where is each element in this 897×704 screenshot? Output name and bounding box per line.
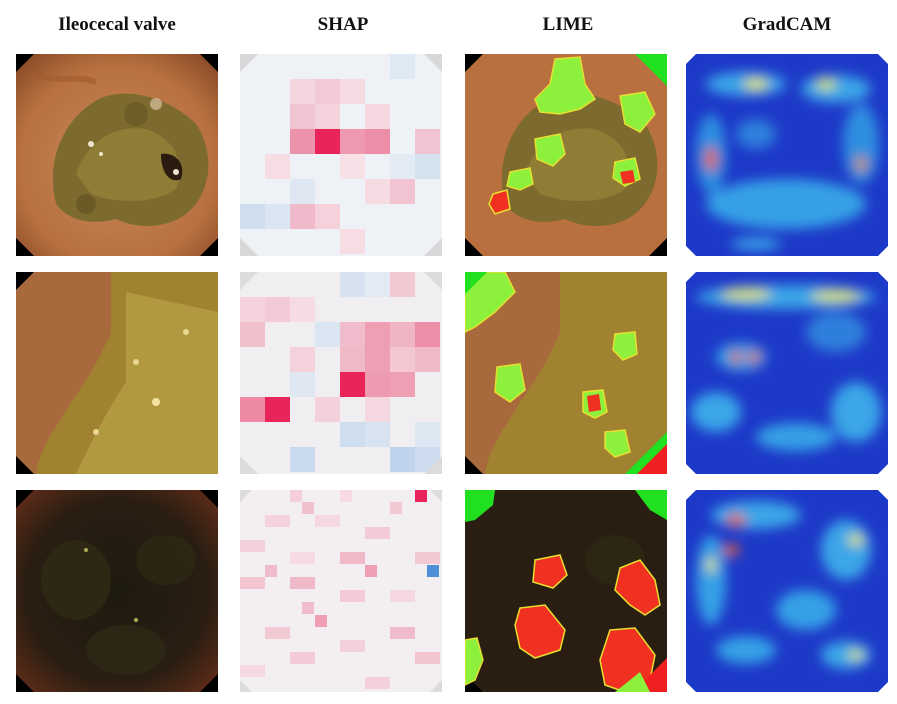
- row3-original-image: [16, 490, 218, 692]
- row2-shap-map: [240, 272, 442, 474]
- row1-original-image: [16, 54, 218, 256]
- row1-shap-map: [240, 54, 442, 256]
- row1-gradcam-heatmap: [686, 54, 888, 256]
- row3-shap-map: [240, 490, 442, 692]
- row2-original-image: [16, 272, 218, 474]
- header-lime: LIME: [542, 14, 594, 35]
- row1-lime-overlay: [465, 54, 667, 256]
- row2-gradcam-heatmap: [686, 272, 888, 474]
- header-ileocecal-valve: Ileocecal valve: [58, 14, 176, 35]
- row3-gradcam-heatmap: [686, 490, 888, 692]
- row3-lime-overlay: [465, 490, 667, 692]
- header-shap: SHAP: [317, 14, 369, 35]
- row2-lime-overlay: [465, 272, 667, 474]
- header-gradcam: GradCAM: [742, 14, 832, 35]
